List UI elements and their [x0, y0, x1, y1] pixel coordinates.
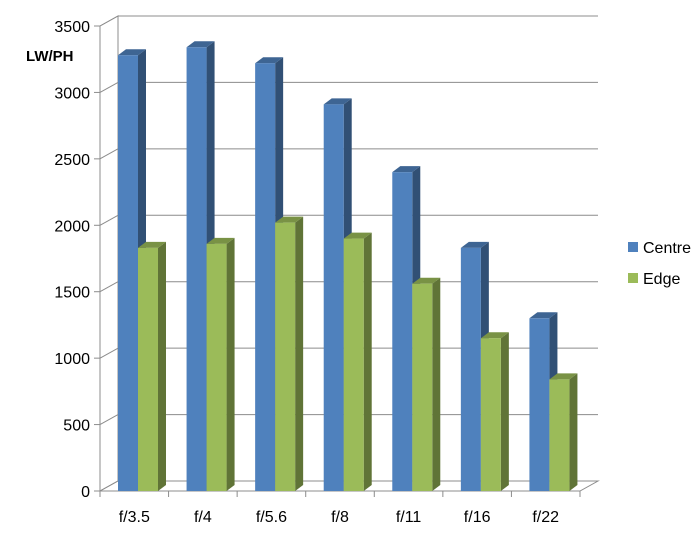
gridline-diagonal [99, 15, 119, 27]
bar-front [323, 104, 344, 491]
legend-swatch-edge [628, 273, 638, 283]
legend: Centre Edge [628, 240, 691, 288]
gridline-diagonal [99, 480, 119, 492]
bar-edge-f/22 [549, 373, 578, 491]
bar-top [480, 332, 509, 339]
bar-top [549, 373, 578, 380]
y-tick-label: 1000 [54, 351, 90, 368]
x-tick-label: f/4 [194, 509, 212, 526]
bar-front [392, 172, 413, 491]
y-tick-labels: 0 500 1000 1500 2000 2500 3000 3500 [54, 19, 90, 501]
bar-side [500, 332, 509, 491]
gridline-diagonal [99, 148, 119, 160]
gridline-diagonal [99, 214, 119, 226]
y-tick-label: 2500 [54, 152, 90, 169]
bar-front [480, 338, 501, 491]
bar-top [392, 166, 421, 173]
bar-front [255, 63, 276, 491]
gridline-diagonal [99, 81, 119, 93]
legend-label-edge: Edge [643, 271, 680, 288]
gridline-diagonal [99, 281, 119, 293]
x-tick-label: f/22 [532, 509, 559, 526]
bar-side [158, 241, 166, 491]
legend-label-centre: Centre [643, 240, 691, 257]
bar-edge-f/4 [206, 237, 235, 491]
bar-front [412, 283, 433, 491]
bar-top [186, 41, 215, 48]
bar-front [343, 238, 364, 491]
bar-front [529, 318, 550, 491]
bar-edge-f/11 [412, 277, 441, 491]
bar-front [206, 243, 227, 491]
x-tick-label: f/16 [464, 509, 491, 526]
bar-top [118, 49, 146, 56]
x-tick-label: f/8 [331, 509, 349, 526]
bar-front [118, 55, 138, 491]
y-tick-label: 1500 [54, 285, 90, 302]
bar-front [549, 379, 570, 491]
bar-top [255, 57, 284, 64]
bars [118, 41, 578, 492]
bar-side [432, 277, 441, 491]
bar-side [569, 373, 578, 491]
y-tick-label: 500 [63, 418, 90, 435]
bar-front [138, 247, 158, 491]
bar-top [206, 237, 235, 244]
x-tick-label: f/5.6 [256, 509, 287, 526]
bar-front [275, 222, 296, 491]
bar-top [323, 98, 352, 105]
x-tick-label: f/3.5 [119, 509, 150, 526]
y-tick-label: 3000 [54, 85, 90, 102]
y-tick-label: 2000 [54, 218, 90, 235]
bar-side [363, 232, 372, 492]
y-tick-label: 0 [81, 484, 90, 501]
bar-top [412, 277, 441, 284]
gridline-diagonal [99, 347, 119, 359]
bar-top [138, 241, 166, 248]
bar-side [295, 216, 304, 491]
bar-top [275, 216, 304, 223]
bar-top [343, 232, 372, 239]
bar-front [460, 247, 481, 491]
x-tick-label: f/11 [396, 509, 422, 526]
bar-edge-f/16 [480, 332, 509, 491]
bar-edge-f/3.5 [138, 241, 166, 491]
bar-front [186, 47, 207, 491]
x-tick-labels: f/3.5 f/4 f/5.6 f/8 f/11 f/16 f/22 [119, 509, 559, 526]
bar-edge-f/5.6 [275, 216, 304, 491]
legend-swatch-centre [628, 242, 638, 252]
bar-side [226, 237, 235, 491]
y-axis-label: LW/PH [26, 48, 74, 65]
bar-edge-f/8 [343, 232, 372, 492]
bar-top [460, 241, 489, 248]
gridline-diagonal [99, 414, 119, 426]
y-tick-label: 3500 [54, 19, 90, 36]
bar-top [529, 312, 558, 319]
